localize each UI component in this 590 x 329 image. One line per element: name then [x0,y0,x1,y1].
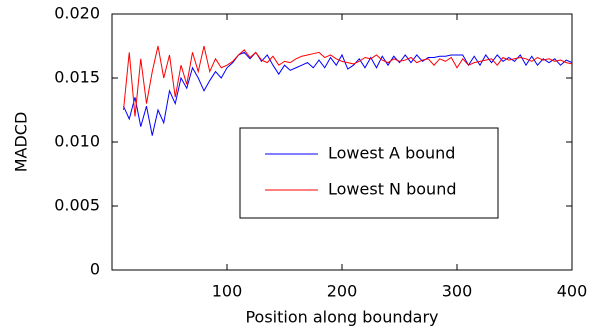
y-axis-label: MADCD [12,112,31,173]
y-tick-label: 0.010 [54,132,100,151]
x-tick-label: 100 [212,282,243,301]
y-tick-label: 0.005 [54,196,100,215]
data-line [123,51,573,136]
x-tick-label: 400 [557,282,588,301]
data-line [123,45,573,117]
y-tick-label: 0.015 [54,68,100,87]
y-tick-label: 0.020 [54,4,100,23]
legend-box [239,127,499,219]
y-tick-label: 0 [90,260,100,279]
legend-label: Lowest N bound [328,180,456,199]
legend-label: Lowest A bound [328,144,455,163]
x-axis-label: Position along boundary [245,308,438,327]
x-tick-label: 300 [442,282,473,301]
x-tick-label: 200 [327,282,358,301]
